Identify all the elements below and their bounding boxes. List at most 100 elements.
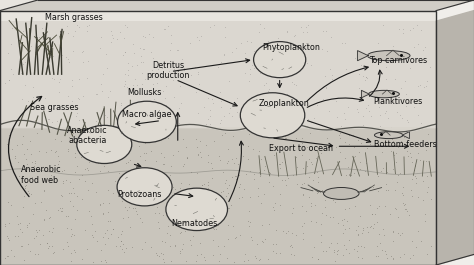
- Point: [142, 174, 150, 179]
- Ellipse shape: [368, 90, 399, 98]
- Point: [69, 186, 77, 190]
- Point: [356, 160, 364, 164]
- Point: [3, 233, 10, 238]
- Point: [139, 140, 147, 144]
- Point: [147, 183, 155, 187]
- Point: [70, 34, 77, 38]
- Point: [274, 36, 282, 40]
- Point: [75, 77, 83, 81]
- Point: [392, 207, 400, 211]
- Point: [23, 183, 30, 187]
- Point: [410, 168, 418, 172]
- Point: [118, 229, 126, 233]
- Point: [194, 70, 201, 74]
- Point: [56, 206, 64, 210]
- Point: [379, 248, 386, 252]
- Point: [41, 96, 49, 100]
- Polygon shape: [0, 127, 436, 265]
- Point: [19, 62, 27, 66]
- Point: [106, 218, 114, 223]
- Point: [72, 155, 79, 159]
- Point: [299, 237, 307, 241]
- Point: [317, 222, 325, 227]
- Point: [276, 62, 284, 66]
- Point: [137, 60, 145, 64]
- Point: [403, 118, 411, 122]
- Point: [29, 212, 36, 217]
- Point: [1, 222, 9, 226]
- Point: [186, 238, 194, 242]
- Point: [23, 61, 30, 65]
- Point: [7, 67, 15, 72]
- Point: [283, 30, 291, 34]
- Point: [124, 61, 132, 65]
- Point: [278, 160, 286, 164]
- Point: [236, 182, 244, 186]
- Point: [79, 173, 86, 177]
- Point: [171, 67, 178, 72]
- Point: [254, 110, 262, 114]
- Point: [219, 188, 227, 193]
- Point: [277, 166, 284, 170]
- Point: [98, 259, 105, 264]
- Point: [369, 93, 377, 97]
- Point: [282, 178, 289, 182]
- Point: [273, 228, 280, 232]
- Point: [322, 86, 330, 90]
- Point: [350, 247, 358, 251]
- Point: [218, 194, 225, 198]
- Point: [147, 149, 155, 153]
- Point: [222, 205, 230, 209]
- Point: [264, 257, 272, 261]
- Point: [409, 194, 416, 198]
- Point: [15, 174, 23, 179]
- Point: [133, 212, 141, 217]
- Point: [299, 231, 307, 235]
- Point: [363, 76, 371, 80]
- Point: [307, 219, 315, 223]
- Point: [109, 36, 117, 41]
- Point: [209, 253, 217, 258]
- Point: [161, 155, 168, 159]
- Point: [8, 42, 15, 46]
- Point: [121, 190, 128, 194]
- Point: [198, 183, 206, 187]
- Point: [310, 116, 318, 120]
- Point: [108, 33, 115, 37]
- Point: [181, 162, 188, 166]
- Point: [1, 81, 9, 86]
- Point: [161, 162, 168, 167]
- Point: [298, 204, 306, 208]
- Point: [21, 184, 29, 188]
- Point: [273, 146, 281, 150]
- Point: [371, 138, 378, 142]
- Point: [225, 223, 232, 227]
- Point: [124, 215, 131, 220]
- Point: [314, 191, 321, 195]
- Point: [61, 114, 69, 118]
- Point: [50, 77, 57, 81]
- Point: [398, 134, 406, 138]
- Point: [265, 87, 273, 91]
- Point: [141, 158, 148, 162]
- Point: [310, 178, 317, 182]
- Point: [164, 183, 172, 187]
- Point: [138, 82, 146, 86]
- Point: [71, 151, 79, 156]
- Point: [349, 133, 357, 137]
- Point: [366, 203, 374, 207]
- Point: [250, 177, 257, 181]
- Point: [97, 82, 105, 87]
- Point: [377, 113, 384, 117]
- Point: [224, 147, 232, 151]
- Point: [273, 251, 280, 256]
- Point: [289, 173, 296, 177]
- Point: [35, 35, 42, 39]
- Point: [375, 105, 383, 109]
- Point: [225, 206, 232, 210]
- Point: [227, 203, 235, 207]
- Point: [66, 198, 73, 203]
- Text: Marsh grasses: Marsh grasses: [45, 13, 102, 22]
- Point: [71, 170, 79, 174]
- Point: [419, 197, 427, 202]
